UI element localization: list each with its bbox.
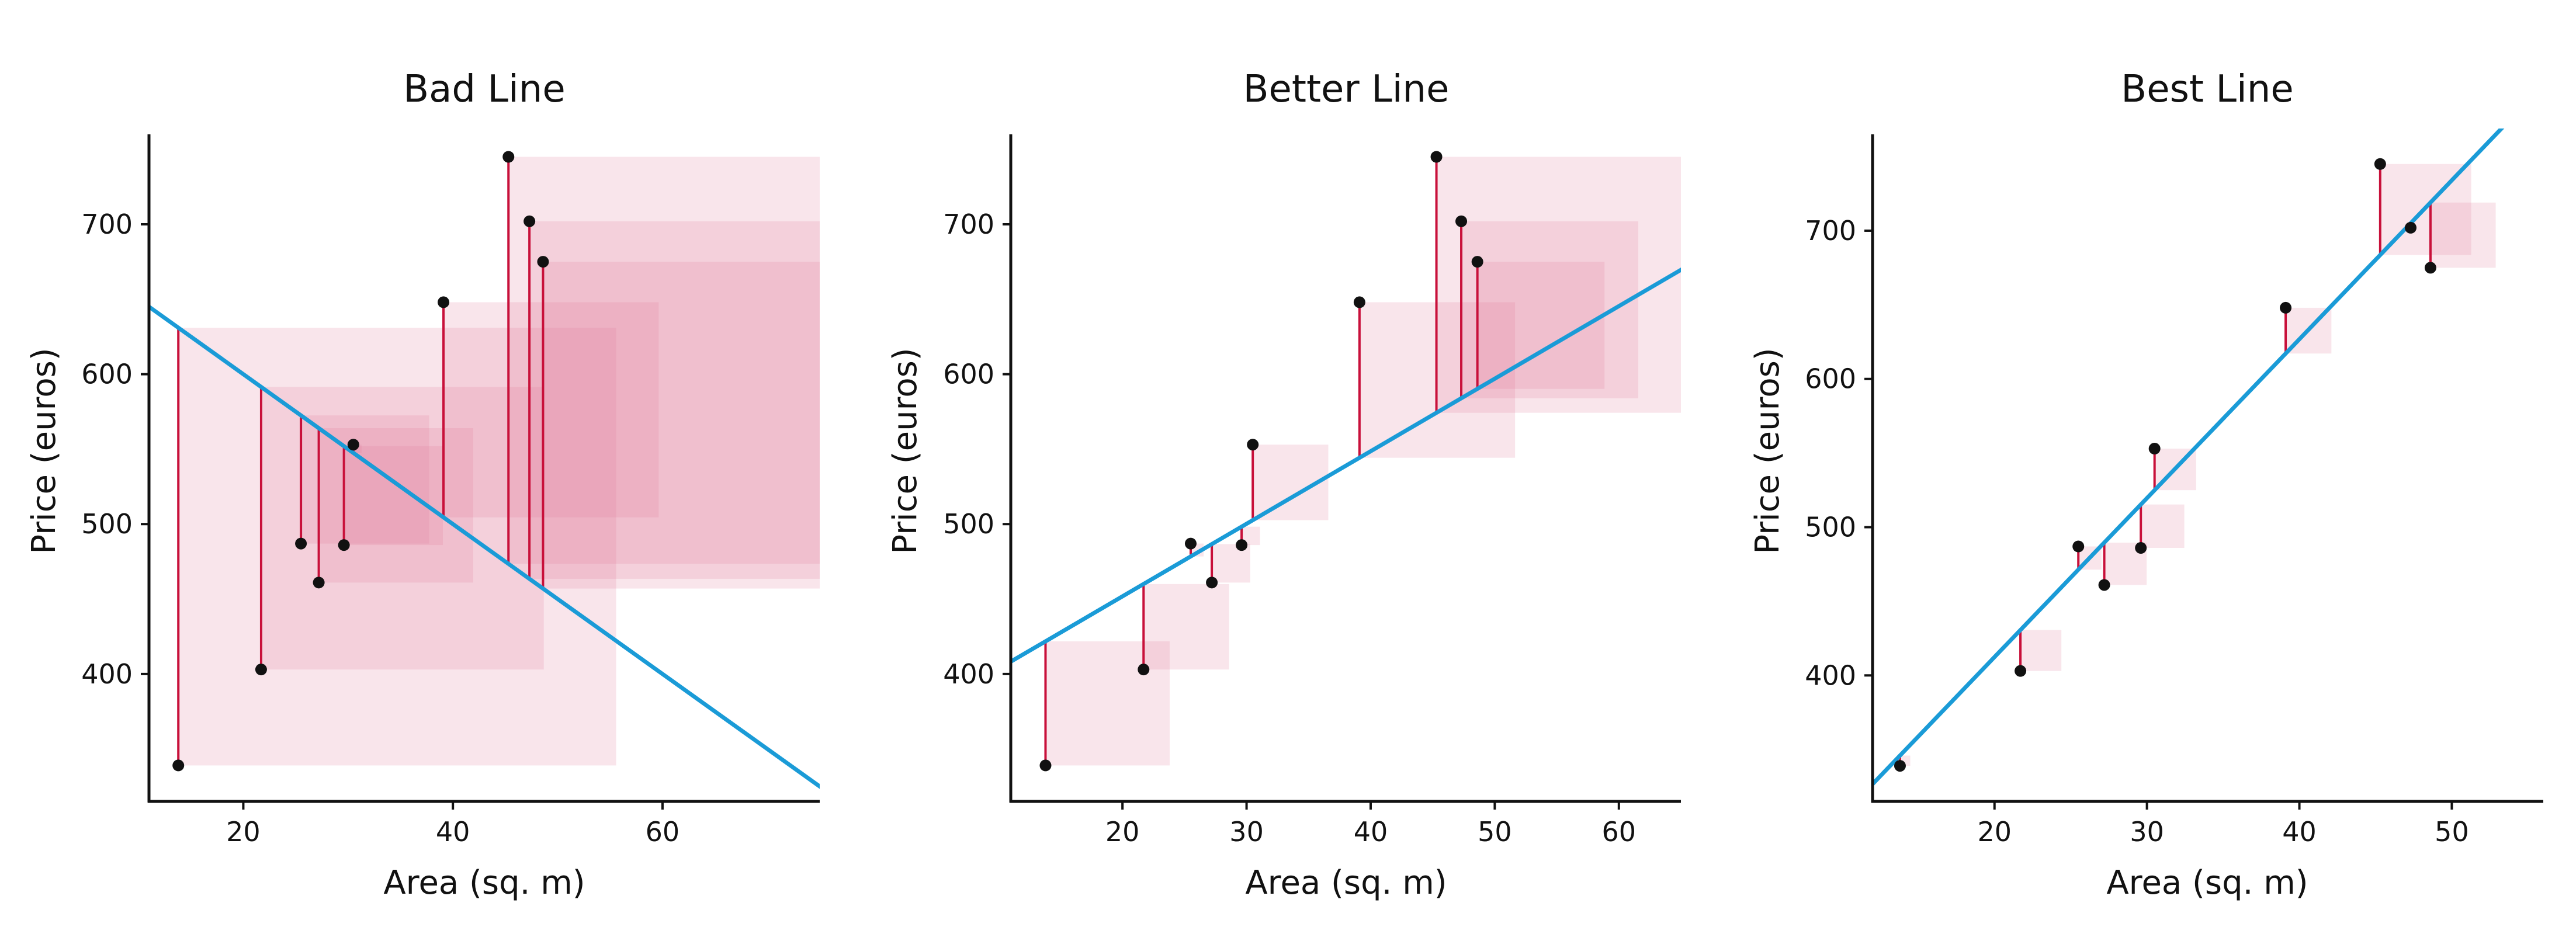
data-point [313,577,325,589]
x-tick-label: 40 [436,816,470,848]
residual-square [443,302,659,518]
residual-square [261,387,544,670]
residual-square [301,415,429,544]
data-point [438,296,450,308]
y-tick-label: 700 [1805,215,1856,246]
residual-square [2430,202,2496,268]
data-point [1206,577,1218,589]
x-tick-label: 60 [1602,816,1637,848]
x-tick-label: 30 [2130,816,2164,848]
data-point [1247,439,1259,451]
data-point [1430,151,1443,163]
y-axis-label: Price (euros) [1749,348,1787,554]
x-tick-label: 20 [226,816,261,848]
data-point [255,664,267,676]
panel-title: Better Line [1243,68,1450,111]
y-tick-label: 400 [1805,659,1856,691]
x-axis-label: Area (sq. m) [383,864,585,902]
data-point [502,151,515,163]
plot-area [1011,157,1681,766]
data-point [1353,296,1365,308]
panel-better-line: Better Line Area (sq. m) Price (euros) 2… [886,68,1681,902]
data-point [338,539,350,551]
y-tick-label: 600 [943,359,994,390]
y-tick-label: 400 [81,658,133,690]
y-axis-label: Price (euros) [886,348,924,554]
data-points [172,151,549,772]
residual-square [1143,584,1229,670]
data-point [172,759,185,772]
y-tick-label: 700 [81,209,133,240]
residual-square [2020,630,2062,671]
data-point [2148,443,2161,455]
residual-square [344,446,443,546]
residual-square [2141,504,2185,548]
panel-title: Best Line [2121,68,2293,111]
data-point [295,537,307,550]
x-tick-label: 60 [646,816,680,848]
data-points [1039,151,1483,772]
data-point [2405,221,2417,234]
y-tick-label: 500 [81,508,133,540]
fit-line [1011,267,1681,664]
y-tick-label: 500 [1805,512,1856,543]
data-point [2098,579,2110,591]
panel-best-line: Best Line Area (sq. m) Price (euros) 20 3… [1749,68,2543,902]
data-point [1184,537,1197,550]
data-point [537,256,549,268]
x-tick-label: 40 [2282,816,2317,848]
residual-squares [1899,164,2496,766]
fit-line [1873,129,2505,787]
data-point [2374,158,2386,170]
data-point [1471,256,1483,268]
plot-area [149,157,820,789]
residual-square [1212,544,1250,583]
x-tick-label: 20 [1977,816,2012,848]
x-tick-label: 30 [1229,816,1264,848]
y-tick-label: 500 [943,508,994,540]
y-tick-label: 600 [1805,363,1856,395]
x-tick-label: 20 [1105,816,1140,848]
residual-square [1045,641,1170,766]
panel-bad-line: Bad Line Area (sq. m) Price (euros) 20 40… [25,68,820,902]
residual-square [508,157,820,564]
data-point [1455,215,1468,227]
y-tick-label: 700 [943,209,994,240]
data-point [1236,539,1248,551]
data-point [1138,664,1150,676]
residual-squares [178,157,820,766]
data-point [1894,760,1906,772]
data-point [2424,262,2436,274]
panel-title: Bad Line [403,68,565,111]
y-tick-label: 400 [943,658,994,690]
residual-square [543,262,820,589]
data-point [2280,301,2292,314]
x-tick-label: 40 [1354,816,1388,848]
x-axis-label: Area (sq. m) [1245,864,1447,902]
plot-area [1873,129,2505,787]
data-points [1894,158,2436,772]
residual-lines [177,157,545,766]
x-tick-label: 50 [1478,816,1512,848]
x-tick-label: 50 [2435,816,2469,848]
data-point [347,439,359,451]
fit-line [149,304,820,789]
data-point [1039,759,1052,772]
residual-square [529,221,820,579]
data-point [2135,542,2147,554]
y-axis-label: Price (euros) [25,348,63,554]
data-point [2072,540,2085,553]
y-tick-label: 600 [81,359,133,390]
data-point [2015,665,2027,677]
residual-lines [1044,157,1479,766]
x-axis-label: Area (sq. m) [2106,864,2308,902]
data-point [523,215,536,227]
